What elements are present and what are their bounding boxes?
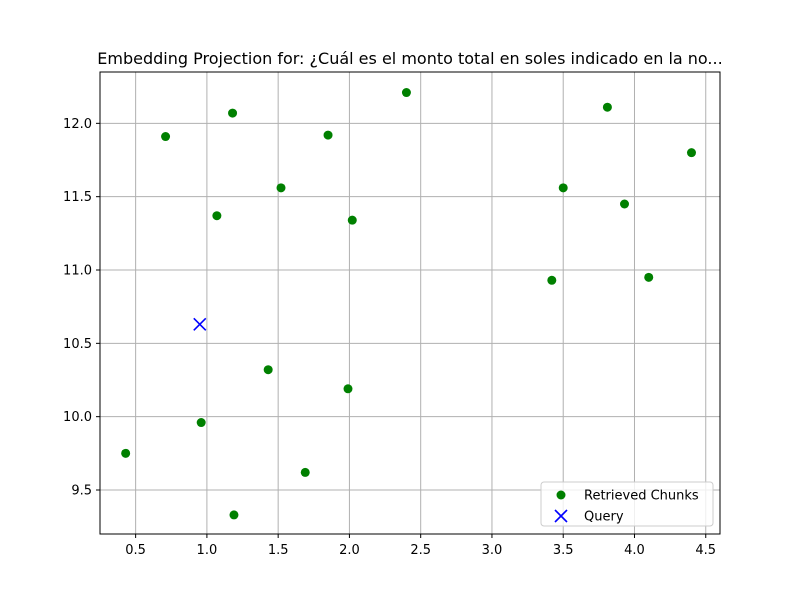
x-tick-label: 1.0 [197,543,218,558]
legend: Retrieved Chunks Query [540,481,714,527]
retrieved-chunk-point [558,183,568,193]
y-tick-label: 9.5 [71,484,92,499]
x-tick-label: 1.5 [268,543,289,558]
retrieved-chunk-point [401,88,411,98]
retrieved-chunk-point [212,211,222,221]
y-tick-label: 12.0 [63,117,92,132]
retrieved-chunk-point [644,272,654,282]
retrieved-chunk-point [161,132,171,142]
legend-label: Retrieved Chunks [584,489,699,504]
x-tick-label: 4.5 [695,543,716,558]
x-tick-label: 2.0 [339,543,360,558]
retrieved-chunk-point [343,384,353,394]
retrieved-chunk-point [263,365,273,375]
legend-chunk-marker [556,490,566,500]
retrieved-chunk-point [347,215,357,225]
y-tick-label: 11.5 [63,190,92,205]
retrieved-chunk-point [196,418,206,428]
x-tick-label: 3.0 [482,543,503,558]
legend-box [540,481,714,527]
y-tick-label: 10.5 [63,337,92,352]
y-tick-label: 11.0 [63,264,92,279]
retrieved-chunk-point [620,199,630,209]
data-points [121,88,696,520]
plot-area-frame [99,71,721,535]
x-tick-label: 4.0 [624,543,645,558]
axis-ticks: 0.5 1.0 1.5 2.0 2.5 3.0 3.5 4.0 4.5 9.5 10.0 10.5 11… [63,117,716,558]
retrieved-chunk-point [602,102,612,112]
y-tick-label: 10.0 [63,410,92,425]
retrieved-chunk-point [228,108,238,118]
retrieved-chunk-point [300,467,310,477]
chart-title: Embedding Projection for: ¿Cuál es el mo… [97,49,722,68]
retrieved-chunk-point [686,148,696,158]
x-tick-label: 3.5 [553,543,574,558]
legend-query-marker [554,509,568,523]
x-tick-label: 0.5 [125,543,146,558]
retrieved-chunk-point [323,130,333,140]
retrieved-chunk-point [547,275,557,285]
query-point [193,317,207,331]
retrieved-chunk-point [229,510,239,520]
retrieved-chunk-point [276,183,286,193]
retrieved-chunk-point [121,448,131,458]
x-tick-label: 2.5 [410,543,431,558]
legend-label: Query [584,510,624,525]
